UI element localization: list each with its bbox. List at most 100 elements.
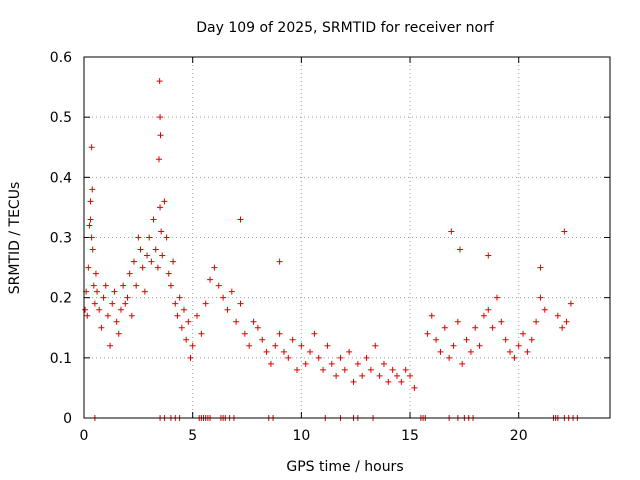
x-tick-label: 10 bbox=[292, 428, 310, 444]
data-point bbox=[152, 246, 159, 253]
data-point bbox=[359, 372, 366, 379]
data-point bbox=[156, 78, 163, 85]
data-point bbox=[276, 258, 283, 265]
data-point bbox=[463, 336, 470, 343]
data-point bbox=[367, 366, 374, 373]
data-point bbox=[294, 366, 301, 373]
y-tick-label: 0.2 bbox=[50, 291, 72, 307]
data-point bbox=[393, 372, 400, 379]
plot-frame bbox=[83, 56, 611, 419]
data-point bbox=[502, 336, 509, 343]
data-point bbox=[459, 360, 466, 367]
data-point bbox=[157, 132, 164, 139]
data-point bbox=[88, 234, 95, 241]
data-point bbox=[563, 318, 570, 325]
data-point bbox=[407, 372, 414, 379]
data-point bbox=[485, 306, 492, 313]
y-tick-label: 0 bbox=[63, 411, 72, 427]
data-point bbox=[302, 360, 309, 367]
data-point bbox=[485, 252, 492, 259]
data-point bbox=[86, 222, 93, 229]
data-point bbox=[372, 342, 379, 349]
data-point bbox=[165, 270, 172, 277]
data-point bbox=[561, 228, 568, 235]
data-point bbox=[376, 372, 383, 379]
data-point bbox=[324, 342, 331, 349]
data-point bbox=[202, 300, 209, 307]
data-point bbox=[128, 312, 135, 319]
data-point bbox=[117, 306, 124, 313]
data-point bbox=[511, 354, 518, 361]
data-point bbox=[92, 270, 99, 277]
data-point bbox=[148, 258, 155, 265]
data-point bbox=[90, 282, 97, 289]
data-point bbox=[85, 264, 92, 271]
y-axis-label: SRMTID / TECUs bbox=[7, 182, 23, 295]
data-point bbox=[150, 216, 157, 223]
x-tick-label: 15 bbox=[401, 428, 419, 444]
data-point bbox=[341, 366, 348, 373]
x-tick-label: 0 bbox=[80, 428, 89, 444]
data-point bbox=[428, 312, 435, 319]
data-point bbox=[111, 288, 118, 295]
y-tick-label: 0.1 bbox=[50, 351, 72, 367]
data-point bbox=[89, 186, 96, 193]
data-point bbox=[198, 330, 205, 337]
data-point bbox=[228, 288, 235, 295]
data-point bbox=[254, 324, 261, 331]
data-point bbox=[559, 324, 566, 331]
data-point bbox=[107, 342, 114, 349]
data-point bbox=[211, 264, 218, 271]
y-tick-label: 0.3 bbox=[50, 231, 72, 247]
data-point bbox=[172, 300, 179, 307]
data-point bbox=[183, 336, 190, 343]
data-point bbox=[139, 264, 146, 271]
data-point bbox=[155, 156, 162, 163]
data-point bbox=[87, 198, 94, 205]
data-point bbox=[96, 306, 103, 313]
data-point bbox=[176, 294, 183, 301]
data-point bbox=[541, 306, 548, 313]
data-point bbox=[241, 330, 248, 337]
axis-ticks: 0 0.1 0.2 0.3 0.4 0.5 0.6 0 5 10 15 20 bbox=[50, 50, 610, 444]
data-point bbox=[124, 294, 131, 301]
data-point bbox=[137, 246, 144, 253]
data-point bbox=[88, 144, 95, 151]
data-point bbox=[272, 342, 279, 349]
data-point bbox=[276, 330, 283, 337]
data-point bbox=[157, 114, 164, 121]
x-axis-label: GPS time / hours bbox=[286, 459, 403, 475]
data-point bbox=[237, 216, 244, 223]
data-point bbox=[402, 366, 409, 373]
data-point bbox=[320, 366, 327, 373]
data-point bbox=[328, 360, 335, 367]
data-point bbox=[224, 306, 231, 313]
data-point bbox=[480, 312, 487, 319]
data-point bbox=[354, 360, 361, 367]
data-point bbox=[457, 246, 464, 253]
data-point bbox=[158, 228, 165, 235]
data-point bbox=[385, 378, 392, 385]
data-point bbox=[424, 330, 431, 337]
data-point bbox=[528, 336, 535, 343]
data-point bbox=[298, 342, 305, 349]
data-point bbox=[450, 342, 457, 349]
data-point bbox=[170, 258, 177, 265]
data-point bbox=[285, 354, 292, 361]
data-point bbox=[194, 312, 201, 319]
data-point bbox=[520, 330, 527, 337]
data-point bbox=[180, 306, 187, 313]
data-point bbox=[87, 216, 94, 223]
data-point bbox=[315, 354, 322, 361]
data-point bbox=[84, 312, 91, 319]
data-point bbox=[398, 378, 405, 385]
data-point bbox=[178, 324, 185, 331]
data-point bbox=[215, 282, 222, 289]
data-point bbox=[220, 294, 227, 301]
data-point bbox=[537, 294, 544, 301]
data-point bbox=[250, 318, 257, 325]
data-point bbox=[146, 234, 153, 241]
data-point bbox=[135, 234, 142, 241]
data-point bbox=[524, 348, 531, 355]
